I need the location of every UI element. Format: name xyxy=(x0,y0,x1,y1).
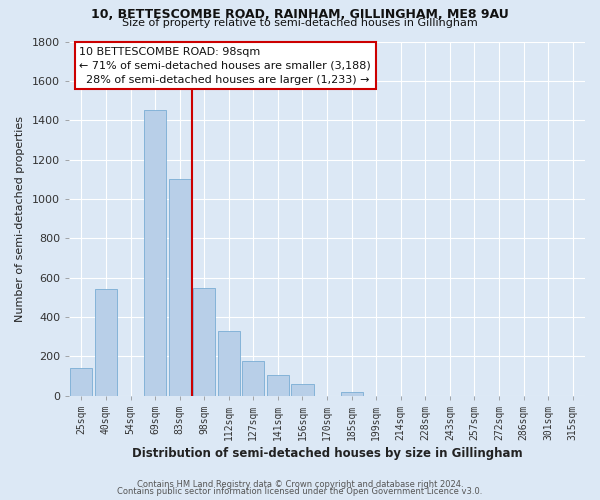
Bar xyxy=(193,288,215,396)
Bar xyxy=(267,375,289,396)
X-axis label: Distribution of semi-detached houses by size in Gillingham: Distribution of semi-detached houses by … xyxy=(132,447,523,460)
Bar xyxy=(242,362,265,396)
Text: Contains HM Land Registry data © Crown copyright and database right 2024.: Contains HM Land Registry data © Crown c… xyxy=(137,480,463,489)
Text: 10, BETTESCOMBE ROAD, RAINHAM, GILLINGHAM, ME8 9AU: 10, BETTESCOMBE ROAD, RAINHAM, GILLINGHA… xyxy=(91,8,509,20)
Bar xyxy=(169,180,191,396)
Text: Size of property relative to semi-detached houses in Gillingham: Size of property relative to semi-detach… xyxy=(122,18,478,28)
Bar xyxy=(218,331,240,396)
Bar xyxy=(144,110,166,396)
Bar xyxy=(95,290,117,396)
Text: Contains public sector information licensed under the Open Government Licence v3: Contains public sector information licen… xyxy=(118,488,482,496)
Text: 10 BETTESCOMBE ROAD: 98sqm
← 71% of semi-detached houses are smaller (3,188)
  2: 10 BETTESCOMBE ROAD: 98sqm ← 71% of semi… xyxy=(79,47,371,85)
Bar xyxy=(341,392,362,396)
Bar xyxy=(292,384,314,396)
Bar xyxy=(70,368,92,396)
Y-axis label: Number of semi-detached properties: Number of semi-detached properties xyxy=(15,116,25,322)
